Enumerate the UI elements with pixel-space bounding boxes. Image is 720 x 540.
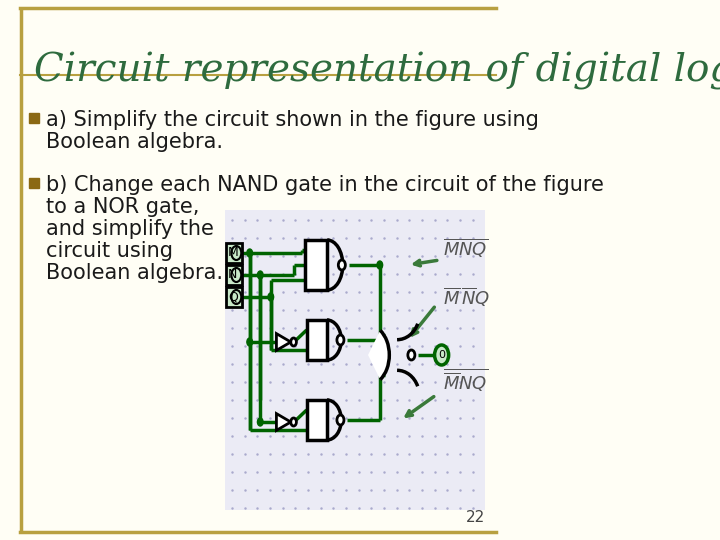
Wedge shape — [368, 330, 390, 380]
Text: $\overline{MNQ}$: $\overline{MNQ}$ — [443, 236, 488, 259]
Text: and simplify the: and simplify the — [46, 219, 215, 239]
Circle shape — [258, 418, 263, 426]
Circle shape — [247, 249, 253, 257]
Circle shape — [338, 260, 346, 270]
Text: circuit using: circuit using — [46, 241, 174, 261]
Bar — [307, 320, 327, 360]
Bar — [227, 265, 242, 285]
Text: $\overline{M}\,\overline{N}Q$: $\overline{M}\,\overline{N}Q$ — [443, 286, 490, 309]
Circle shape — [231, 246, 241, 260]
Text: b) Change each NAND gate in the circuit of the figure: b) Change each NAND gate in the circuit … — [46, 175, 604, 195]
Text: N: N — [228, 268, 238, 281]
Circle shape — [408, 350, 415, 360]
Text: 22: 22 — [466, 510, 485, 525]
Circle shape — [337, 335, 344, 345]
Text: Boolean algebra.: Boolean algebra. — [46, 263, 223, 283]
Text: Q: Q — [228, 291, 238, 303]
Bar — [227, 287, 242, 307]
Circle shape — [268, 293, 274, 301]
Text: $\overline{\overline{M}NQ}$: $\overline{\overline{M}NQ}$ — [443, 367, 488, 394]
Text: 0: 0 — [438, 350, 445, 360]
Bar — [307, 400, 327, 440]
Text: M: M — [228, 246, 238, 260]
Text: Boolean algebra.: Boolean algebra. — [46, 132, 223, 152]
Circle shape — [377, 261, 382, 269]
Circle shape — [231, 268, 241, 282]
Circle shape — [435, 345, 449, 365]
Text: Circuit representation of digital logic: Circuit representation of digital logic — [34, 52, 720, 90]
Polygon shape — [276, 414, 291, 430]
Circle shape — [337, 415, 344, 425]
Text: a) Simplify the circuit shown in the figure using: a) Simplify the circuit shown in the fig… — [46, 110, 539, 130]
Circle shape — [231, 290, 241, 304]
Circle shape — [291, 338, 297, 346]
Circle shape — [258, 271, 263, 279]
Bar — [305, 240, 327, 290]
Circle shape — [291, 418, 297, 426]
Polygon shape — [276, 334, 291, 350]
Text: to a NOR gate,: to a NOR gate, — [46, 197, 199, 217]
Circle shape — [247, 338, 253, 346]
Bar — [227, 243, 242, 263]
FancyBboxPatch shape — [225, 210, 485, 510]
